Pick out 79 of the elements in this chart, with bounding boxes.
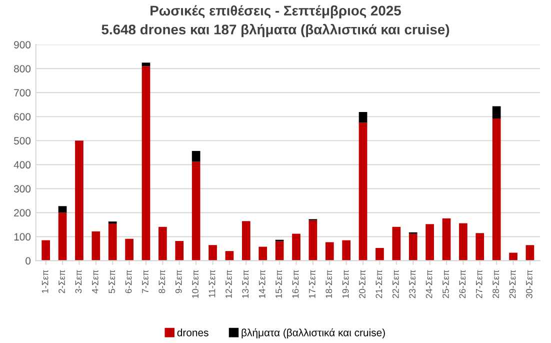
bar: [342, 240, 350, 261]
x-tick-label: 14-Σεπ: [258, 270, 266, 298]
bar: [75, 140, 84, 261]
bar: [459, 223, 468, 261]
x-tick-label: 30-Σεπ: [526, 270, 532, 298]
y-tick-label: 100: [14, 233, 31, 241]
bar: [275, 241, 284, 261]
chart-title: Ρωσικές επιθέσεις - Σεπτέμβριος 2025: [150, 5, 401, 18]
x-tick-label: 3-Σεπ: [75, 270, 82, 294]
x-tick-label: 25-Σεπ: [442, 270, 449, 298]
x-tick-label: 15-Σεπ: [276, 270, 282, 298]
bar: [509, 252, 518, 261]
bar: [125, 238, 134, 261]
bar: [526, 245, 534, 261]
bar: [325, 242, 334, 261]
legend-label: βλήματα (βαλλιστικά και cruise): [242, 328, 385, 338]
x-tick-label: 9-Σεπ: [175, 270, 182, 294]
y-tick-label: 600: [14, 113, 31, 120]
x-tick-label: 8-Σεπ: [158, 270, 166, 294]
bar: [58, 212, 67, 261]
bar: [492, 118, 501, 261]
y-tick-label: 700: [14, 89, 31, 96]
y-tick-label: 500: [14, 137, 31, 145]
x-tick-label: 13-Σεπ: [242, 270, 249, 298]
x-tick-label: 1-Σεπ: [42, 270, 48, 293]
chart-subtitle: 5.648 drones και 187 βλήματα (βαλλιστικά και cruise): [102, 24, 450, 38]
x-tick-label: 22-Σεπ: [392, 270, 399, 298]
bar: [158, 226, 167, 261]
bar: [242, 221, 250, 261]
y-tick-label: 200: [14, 209, 31, 217]
x-tick-label: 21-Σεπ: [376, 270, 382, 298]
x-tick-label: 29-Σεπ: [509, 270, 516, 298]
x-tick-label: 28-Σεπ: [492, 270, 499, 298]
bar: [92, 231, 100, 261]
bar: [392, 226, 401, 261]
y-tick-label: 900: [14, 41, 31, 48]
bar: [142, 66, 150, 261]
x-tick-label: 18-Σεπ: [326, 270, 332, 298]
x-tick-label: 6-Σεπ: [125, 270, 132, 294]
x-tick-label: 26-Σεπ: [459, 270, 466, 298]
bar: [208, 245, 217, 261]
bar: [58, 206, 67, 213]
bar: [142, 62, 150, 66]
bar: [358, 122, 368, 261]
y-tick-label: 300: [14, 185, 31, 193]
bar: [442, 218, 451, 261]
bar: [376, 248, 384, 261]
x-tick-label: 12-Σεπ: [226, 270, 232, 298]
x-tick-label: 10-Σεπ: [192, 270, 199, 298]
bar: [108, 223, 117, 261]
x-tick-label: 5-Σεπ: [108, 270, 116, 294]
y-tick-label: 400: [14, 161, 31, 169]
x-tick-label: 16-Σεπ: [292, 270, 299, 298]
x-tick-label: 27-Σεπ: [476, 270, 482, 298]
bar: [426, 224, 434, 261]
x-tick-label: 19-Σεπ: [342, 270, 349, 298]
bar: [492, 106, 501, 119]
bar: [476, 233, 484, 261]
y-tick-label: 0: [26, 257, 31, 265]
x-tick-label: 11-Σεπ: [208, 270, 216, 298]
x-tick-label: 4-Σεπ: [92, 270, 98, 294]
x-tick-label: 17-Σεπ: [309, 270, 316, 298]
bar: [358, 112, 368, 123]
y-tick-label: 800: [14, 65, 31, 72]
bar: [408, 234, 418, 261]
x-tick-label: 23-Σεπ: [409, 270, 416, 298]
bar: [308, 220, 318, 261]
legend-label: drones: [177, 328, 208, 336]
x-tick-label: 24-Σεπ: [426, 270, 432, 298]
bar: [258, 246, 268, 261]
x-tick-label: 7-Σεπ: [142, 270, 148, 294]
bar: [175, 240, 184, 261]
bar: [192, 150, 200, 162]
bar: [292, 234, 300, 261]
x-tick-label: 20-Σεπ: [359, 270, 366, 298]
bar: [225, 251, 234, 261]
bar: [192, 162, 200, 261]
bar: [42, 240, 50, 261]
x-tick-label: 2-Σεπ: [58, 270, 65, 294]
